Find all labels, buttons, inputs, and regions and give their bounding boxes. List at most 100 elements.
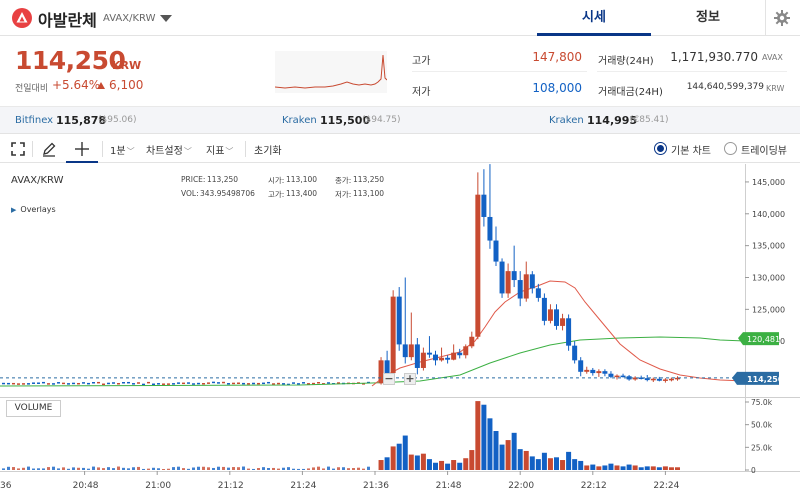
volume-bar: [590, 464, 596, 470]
flat-volume-bar: [142, 468, 145, 470]
flat-volume-bar: [72, 467, 75, 470]
basic-chart-label[interactable]: 기본 차트: [671, 146, 711, 157]
flat-candle: [72, 382, 75, 385]
flat-volume-bar: [337, 467, 340, 470]
interval-label: 1분: [110, 146, 126, 157]
gear-icon[interactable]: [773, 9, 791, 27]
flat-volume-bar: [237, 467, 240, 470]
flat-volume-bar: [82, 467, 85, 470]
flat-volume-bar: [22, 467, 25, 470]
candle: [517, 271, 523, 470]
candle: [505, 263, 511, 470]
flat-volume-bar: [282, 467, 285, 470]
candle-body: [620, 375, 626, 378]
exchange-name[interactable]: Kraken: [549, 115, 584, 126]
current-price: 114,250: [15, 46, 126, 75]
flat-candle: [212, 381, 215, 384]
indicators-dropdown[interactable]: 지표﹀: [206, 142, 233, 157]
flat-volume-bar: [157, 468, 160, 470]
candle: [523, 261, 529, 470]
candle: [426, 336, 432, 470]
candle-body: [487, 216, 493, 241]
candle: [535, 283, 541, 470]
fullscreen-icon[interactable]: [9, 140, 27, 158]
volume-bar: [511, 432, 517, 470]
candlestick-chart[interactable]: 145,000140,000135,000130,000125,000120,0…: [0, 164, 800, 500]
tab-divider: [765, 0, 766, 36]
volume-bar: [638, 467, 644, 470]
candle-body: [475, 194, 481, 337]
chart-area[interactable]: 145,000140,000135,000130,000125,000120,0…: [0, 164, 800, 500]
candle: [469, 331, 475, 470]
volume-bar: [662, 466, 668, 470]
volume-value: 1,171,930.770: [670, 50, 758, 64]
candle: [584, 366, 590, 470]
volume-bar: [535, 459, 541, 470]
high-label: 고가: [412, 56, 431, 67]
flat-candle: [292, 382, 295, 384]
flat-candle: [302, 382, 305, 384]
flat-candle: [222, 381, 225, 384]
candle-body: [523, 274, 529, 299]
volume-bar: [608, 463, 614, 470]
zoom-out-button[interactable]: −: [383, 372, 395, 385]
flat-volume-bar: [62, 467, 65, 470]
flat-volume-bar: [147, 468, 150, 470]
volume-bar: [469, 450, 475, 470]
flat-volume-bar: [197, 466, 200, 470]
tradingview-radio[interactable]: [724, 142, 737, 155]
zoom-in-button[interactable]: +: [404, 372, 416, 385]
flat-candle: [82, 382, 85, 384]
volume-bar: [675, 467, 680, 470]
tradingview-label[interactable]: 트레이딩뷰: [741, 146, 787, 157]
interval-dropdown[interactable]: 1분﹀: [110, 142, 135, 157]
volume-bar: [433, 462, 438, 470]
volume-bar: [566, 451, 572, 470]
flat-volume-bar: [167, 468, 170, 470]
flat-volume-bar: [347, 468, 350, 470]
candle: [626, 374, 632, 470]
y-tick-label: 140,000: [752, 210, 785, 219]
x-tick-label: 22:12: [581, 481, 607, 491]
coin-pair[interactable]: AVAX/KRW: [103, 13, 156, 24]
amount-label: 거래대금(24H): [598, 87, 663, 98]
candle-body: [457, 352, 463, 356]
candle-body: [632, 377, 638, 380]
flat-volume-bar: [352, 468, 355, 470]
flat-volume-bar: [67, 468, 70, 470]
tab-info[interactable]: 정보: [696, 10, 720, 25]
flat-candle: [232, 382, 235, 385]
price-summary: 114,250 KRW 전일대비 +5.64% 6,100 고가 147,800…: [0, 36, 800, 106]
pencil-icon[interactable]: [40, 140, 58, 158]
volume-bar: [445, 463, 451, 470]
flat-volume-bar: [227, 467, 230, 470]
volume-bar: [572, 459, 578, 470]
crosshair-icon: [75, 142, 89, 156]
x-tick-label: 22:00: [508, 481, 534, 491]
volume-bar: [493, 431, 499, 470]
flat-volume-bar: [122, 467, 125, 470]
flat-volume-bar: [192, 467, 195, 470]
chart-settings-dropdown[interactable]: 차트설정﹀: [146, 142, 192, 157]
overlays-toggle[interactable]: ▶ Overlays: [11, 205, 56, 214]
candle: [560, 313, 566, 470]
candle-body: [469, 336, 475, 347]
flat-candle: [167, 383, 170, 385]
exchange-name[interactable]: Kraken: [282, 115, 317, 126]
flat-volume-bar: [257, 468, 260, 470]
candle: [445, 355, 451, 470]
candle-body: [572, 345, 578, 361]
legend-vol-value: 343.95498706: [200, 189, 255, 198]
tab-price[interactable]: 시세: [537, 0, 651, 36]
basic-chart-radio[interactable]: [654, 142, 667, 155]
reset-button[interactable]: 초기화: [254, 146, 282, 157]
flat-candle: [62, 382, 65, 385]
chevron-down-icon: ﹀: [225, 147, 234, 156]
candle: [547, 304, 553, 470]
flat-candle: [227, 383, 230, 385]
exchange-name[interactable]: Bitfinex: [15, 115, 54, 126]
current-price-tag: [737, 371, 779, 385]
pair-dropdown-caret-icon[interactable]: [160, 15, 172, 22]
flat-candle: [47, 383, 50, 385]
crosshair-tool[interactable]: [66, 135, 98, 163]
